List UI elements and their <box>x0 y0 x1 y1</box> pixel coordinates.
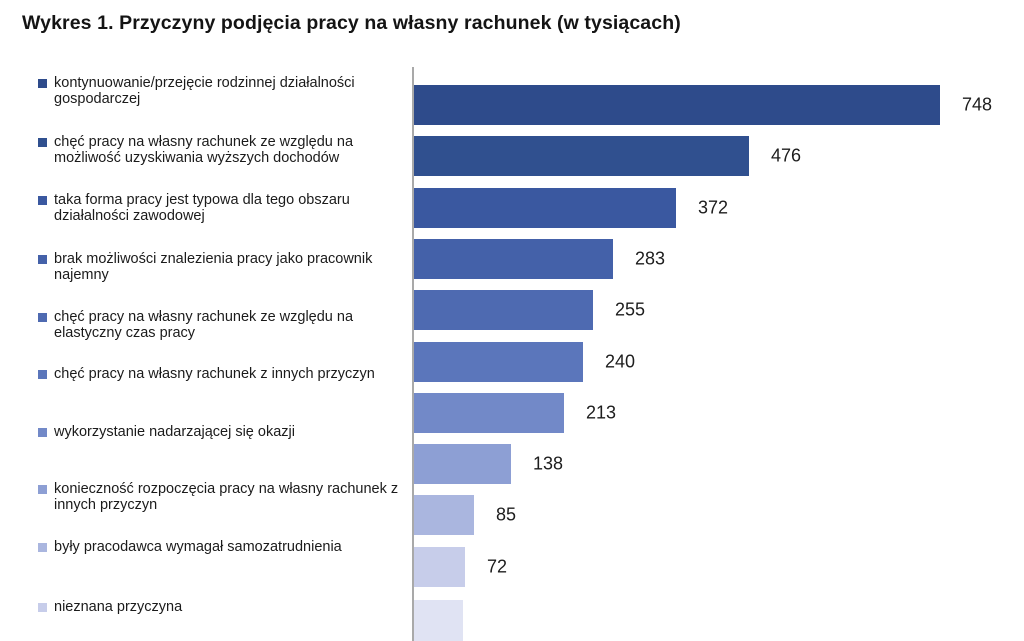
bar-value: 283 <box>635 248 666 269</box>
category-label: chęć pracy na własny rachunek z innych p… <box>54 366 375 382</box>
category-label: brak możliwości znalezienia pracy jako p… <box>54 251 373 283</box>
legend-item: kontynuowanie/przejęcie rodzinnej działa… <box>38 75 400 107</box>
legend-swatch <box>38 138 47 147</box>
legend-swatch <box>38 313 47 322</box>
bar-value: 748 <box>962 94 993 115</box>
category-label: były pracodawca wymagał samozatrudnienia <box>54 539 342 555</box>
legend-swatch <box>38 485 47 494</box>
bar <box>414 187 676 228</box>
category-label: chęć pracy na własny rachunek ze względu… <box>54 134 354 166</box>
legend-item: były pracodawca wymagał samozatrudnienia <box>38 539 400 555</box>
legend-swatch <box>38 603 47 612</box>
bar-value: 255 <box>615 299 646 320</box>
category-label: nieznana przyczyna <box>54 599 183 615</box>
legend-item: konieczność rozpoczęcia pracy na własny … <box>38 481 400 513</box>
bar-value: 138 <box>533 453 564 474</box>
bar <box>414 341 583 382</box>
bar-value: 240 <box>605 351 636 371</box>
category-label: konieczność rozpoczęcia pracy na własny … <box>54 481 399 513</box>
bar <box>414 444 511 485</box>
bar-value: 372 <box>698 197 729 218</box>
bar <box>414 290 593 331</box>
bar <box>414 85 940 125</box>
bar-value: 85 <box>496 504 517 525</box>
bar-value: 213 <box>586 402 617 423</box>
category-legend: kontynuowanie/przejęcie rodzinnej działa… <box>38 0 410 641</box>
category-label: wykorzystanie nadarzającej się okazji <box>54 424 295 440</box>
legend-swatch <box>38 196 47 205</box>
legend-swatch <box>38 79 47 88</box>
legend-item: chęć pracy na własny rachunek ze względu… <box>38 309 400 341</box>
category-label: taka forma pracy jest typowa dla tego ob… <box>54 192 350 224</box>
legend-item: taka forma pracy jest typowa dla tego ob… <box>38 192 400 224</box>
bar <box>414 546 465 587</box>
legend-swatch <box>38 543 47 552</box>
bar <box>414 136 749 177</box>
legend-item: nieznana przyczyna <box>38 599 400 615</box>
legend-item: chęć pracy na własny rachunek ze względu… <box>38 134 400 166</box>
legend-swatch <box>38 370 47 379</box>
category-label: chęć pracy na własny rachunek ze względu… <box>54 309 354 341</box>
bar <box>414 392 564 433</box>
chart-title: Wykres 1. Przyczyny podjęcia pracy na wł… <box>22 12 681 34</box>
bar <box>414 495 474 536</box>
legend-item: chęć pracy na własny rachunek z innych p… <box>38 366 400 382</box>
y-axis-line <box>412 67 414 641</box>
bar-value: 476 <box>771 145 802 166</box>
bar <box>414 238 613 279</box>
legend-item: brak możliwości znalezienia pracy jako p… <box>38 251 400 283</box>
bar-value: 72 <box>487 556 508 577</box>
bars-area: 748 476 372 283 255 240 213 138 85 72 <box>414 0 1024 641</box>
legend-swatch <box>38 255 47 264</box>
category-label: kontynuowanie/przejęcie rodzinnej działa… <box>54 75 355 107</box>
legend-swatch <box>38 428 47 437</box>
legend-item: wykorzystanie nadarzającej się okazji <box>38 424 400 440</box>
partial-bar <box>414 600 463 641</box>
